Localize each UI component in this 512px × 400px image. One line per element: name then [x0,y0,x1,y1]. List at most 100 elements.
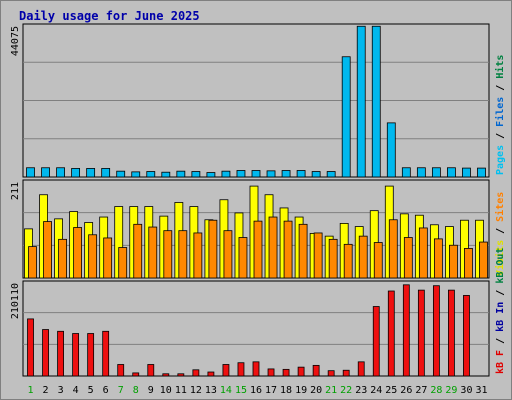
bar-hits-pages [161,171,171,178]
x-tick-label: 30 [460,385,472,396]
bar-hits-pages [251,170,261,178]
panel-kbytes: 210110 kB F / kB In / kB Out [10,248,506,377]
bar-hits-pages [296,170,306,178]
legend-entry: Files [494,97,506,127]
x-tick-label: 13 [205,385,217,396]
bar-hits-pages [56,167,65,178]
bar-kbytes-kb-f [192,369,200,377]
y-max-label-kbytes: 210110 [10,283,21,319]
bar-kbytes-kb-f [132,372,140,377]
bar-hits-pages [131,171,141,178]
bar-hits-pages [356,25,366,178]
bar-hits-pages [41,167,50,178]
x-tick-label: 24 [370,385,382,396]
bar-visits-sites [328,238,338,279]
x-tick-label: 18 [280,385,292,396]
bar-kbytes-kb-f [312,364,320,377]
legend-visits: Visits / Sites [494,192,506,276]
x-tick-label: 12 [190,385,202,396]
x-tick-label: 7 [118,385,124,396]
x-tick-label: 10 [160,385,172,396]
x-tick-label: 9 [148,385,154,396]
bar-visits-sites [223,230,233,279]
bar-visits-sites [118,247,128,279]
legend-entry: Pages [495,145,506,175]
x-tick-label: 6 [103,385,109,396]
chart-panels: 44075 Pages / Files / Hits 211 Visits / Sit… [10,23,506,377]
bar-visits-sites [449,244,458,279]
bar-hits-pages [101,168,111,178]
bar-kbytes-kb-f [357,361,365,377]
bar-visits-sites [133,223,143,279]
bar-hits-pages [401,167,411,178]
legend-entry: / [495,222,506,240]
chart-title: Daily usage for June 2025 [19,9,200,23]
bar-visits-sites [178,230,188,279]
panel-hits: 44075 Pages / Files / Hits [10,23,506,178]
bar-kbytes-kb-f [147,364,155,377]
legend-entry: / [495,127,506,145]
bar-kbytes-kb-f [372,306,380,377]
bar-visits-sites [238,237,248,279]
bar-visits-sites [43,221,52,279]
bar-kbytes-kb-f [237,362,245,377]
x-tick-label: 2 [43,385,49,396]
bar-hits-pages [86,168,96,178]
bar-visits-sites [163,230,173,279]
bar-kbytes-kb-f [448,289,455,377]
x-tick-label: 29 [445,385,457,396]
bar-hits-pages [176,170,186,178]
bar-visits-sites [418,227,428,279]
bar-kbytes-kb-f [327,370,335,377]
bar-hits-pages [431,167,441,178]
y-max-label-visits: 211 [10,182,21,200]
x-tick-label: 3 [58,385,64,396]
bar-hits-pages [311,171,321,178]
bar-hits-pages [371,25,381,178]
bar-hits-pages [462,167,471,178]
bar-visits-sites [403,237,413,279]
bar-kbytes-kb-f [432,285,440,377]
bar-kbytes-kb-f [267,368,275,377]
x-tick-label: 17 [265,385,277,396]
bar-kbytes-kb-f [87,333,95,377]
bar-visits-sites [358,235,368,279]
x-tick-label: 26 [400,385,412,396]
bar-visits-sites [343,243,353,279]
bar-kbytes-kb-f [402,284,410,377]
bar-hits-pages [116,170,126,178]
bar-visits-sites [464,248,473,279]
x-tick-label: 27 [415,385,427,396]
bar-kbytes-kb-f [27,318,34,377]
bar-visits-sites [148,226,158,279]
legend-entry: Hits [494,55,506,79]
bar-hits-pages [191,171,201,178]
bar-kbytes-kb-f [387,290,395,377]
legend-entry: / [495,284,506,302]
bar-hits-pages [341,56,351,178]
x-tick-label: 14 [220,385,232,396]
x-tick-label: 21 [325,385,337,396]
x-tick-label: 16 [250,385,262,396]
x-tick-label: 23 [355,385,367,396]
bar-kbytes-kb-f [162,373,170,377]
bar-kbytes-kb-f [417,289,425,377]
legend-kbytes: kB F / kB In / kB Out [495,248,506,374]
legend-entry: kB In [495,302,506,332]
x-tick-label: 19 [295,385,307,396]
x-tick-label: 20 [310,385,322,396]
bar-visits-sites [253,220,263,279]
bar-hits-pages [416,167,426,178]
bar-visits-sites [313,232,323,279]
bar-kbytes-kb-f [297,366,305,377]
bar-visits-sites [388,219,398,279]
legend-entry: / [495,332,506,350]
bar-visits-sites [283,220,293,279]
bar-hits-pages [221,170,231,178]
x-tick-label: 11 [175,385,187,396]
x-tick-label: 25 [385,385,397,396]
bar-visits-sites [268,216,278,279]
panel-visits: 211 Visits / Sites [10,179,506,279]
bar-kbytes-kb-f [222,364,230,377]
